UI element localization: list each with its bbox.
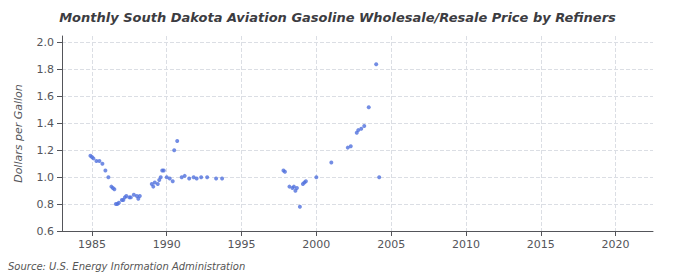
svg-text:1.6: 1.6	[37, 90, 55, 103]
svg-text:1995: 1995	[228, 238, 256, 251]
svg-text:0.6: 0.6	[37, 225, 55, 238]
svg-text:1.8: 1.8	[37, 63, 55, 76]
svg-text:0.8: 0.8	[37, 198, 55, 211]
svg-text:Monthly South Dakota Aviation: Monthly South Dakota Aviation Gasoline W…	[59, 10, 616, 25]
svg-text:1.0: 1.0	[37, 171, 55, 184]
svg-text:1.2: 1.2	[37, 144, 55, 157]
svg-text:1.4: 1.4	[37, 117, 55, 130]
svg-text:1985: 1985	[78, 238, 106, 251]
svg-text:1990: 1990	[153, 238, 181, 251]
svg-text:2015: 2015	[527, 238, 555, 251]
svg-text:2.0: 2.0	[37, 36, 55, 49]
svg-text:Dollars per Gallon: Dollars per Gallon	[12, 84, 25, 183]
svg-text:2000: 2000	[302, 238, 330, 251]
svg-text:Source: U.S. Energy Informatio: Source: U.S. Energy Information Administ…	[8, 261, 245, 272]
svg-text:2020: 2020	[602, 238, 630, 251]
svg-text:2005: 2005	[377, 238, 405, 251]
svg-text:2010: 2010	[452, 238, 480, 251]
